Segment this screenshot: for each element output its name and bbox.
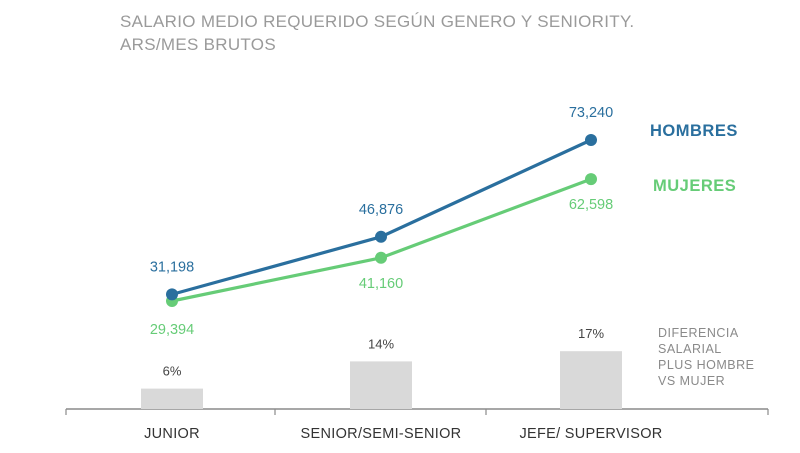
chart-title-line-1: SALARIO MEDIO REQUERIDO SEGÚN GENERO Y S… xyxy=(120,12,635,31)
difference-legend-line: SALARIAL xyxy=(658,342,722,356)
difference-legend-line: PLUS HOMBRE xyxy=(658,358,755,372)
data-label-mujeres: 62,598 xyxy=(569,197,613,213)
data-label-hombres: 31,198 xyxy=(150,259,194,275)
x-tick-label: SENIOR/SEMI-SENIOR xyxy=(301,426,462,442)
difference-bar xyxy=(350,361,412,409)
data-point-mujeres xyxy=(585,173,597,186)
difference-bar xyxy=(560,351,622,409)
data-label-mujeres: 29,394 xyxy=(150,322,194,338)
x-tick-label: JEFE/ SUPERVISOR xyxy=(519,426,662,442)
data-label-mujeres: 41,160 xyxy=(359,276,403,292)
data-point-hombres xyxy=(166,288,178,301)
difference-bar xyxy=(141,388,203,409)
data-label-hombres: 46,876 xyxy=(359,202,403,218)
chart-title-line-2: ARS/MES BRUTOS xyxy=(120,35,276,54)
data-point-hombres xyxy=(585,134,597,146)
x-tick-label: JUNIOR xyxy=(144,426,200,442)
data-label-hombres: 73,240 xyxy=(569,105,613,121)
data-point-hombres xyxy=(375,230,387,243)
legend-hombres: HOMBRES xyxy=(650,122,738,140)
difference-bar-label: 6% xyxy=(163,364,182,379)
difference-bar-label: 14% xyxy=(368,336,394,351)
chart-title: SALARIO MEDIO REQUERIDO SEGÚN GENERO Y S… xyxy=(120,10,634,56)
data-point-mujeres xyxy=(375,251,387,264)
difference-legend-line: DIFERENCIA xyxy=(658,326,739,340)
difference-legend-line: VS MUJER xyxy=(658,374,725,388)
difference-bar-label: 17% xyxy=(578,326,604,341)
legend-mujeres: MUJERES xyxy=(653,177,736,195)
